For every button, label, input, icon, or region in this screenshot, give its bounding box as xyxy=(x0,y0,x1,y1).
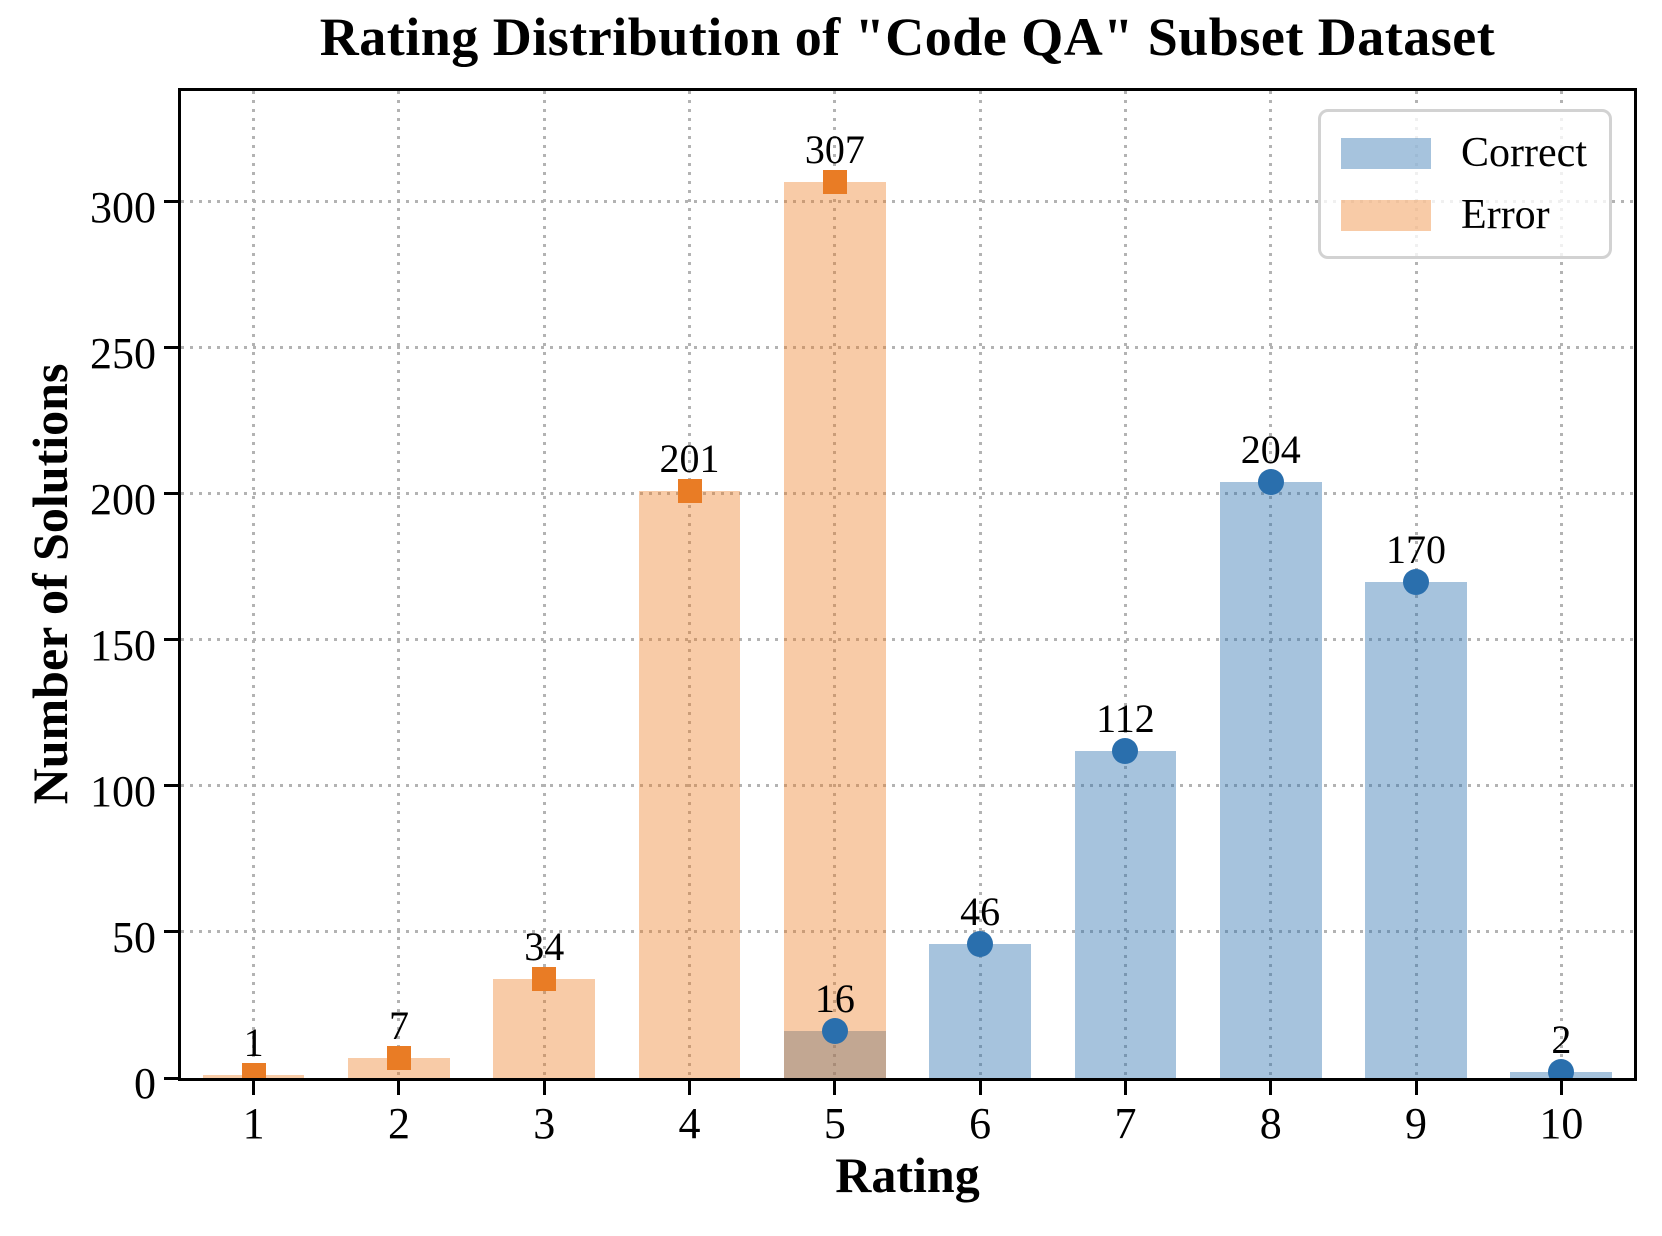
bar-correct-7 xyxy=(1074,750,1177,1078)
marker-square-error-1 xyxy=(241,1063,266,1078)
marker-circle-correct-7 xyxy=(1112,737,1139,764)
bar-correct-8 xyxy=(1219,482,1322,1078)
bar-error-5 xyxy=(783,181,886,1078)
y-tick-label-100: 100 xyxy=(90,766,156,816)
value-label-correct-7: 112 xyxy=(1096,695,1155,741)
y-tick-label-200: 200 xyxy=(90,474,156,524)
marker-square-error-5 xyxy=(822,169,847,194)
legend-label-error: Error xyxy=(1461,192,1550,238)
y-tick-label-0: 0 xyxy=(134,1059,156,1108)
gridline-vertical-1 xyxy=(252,91,256,1078)
marker-circle-correct-5 xyxy=(821,1018,848,1045)
chart-title: Rating Distribution of "Code QA" Subset … xyxy=(319,7,1496,67)
y-tick-0 xyxy=(164,1076,178,1080)
gridline-vertical-6 xyxy=(978,91,982,1078)
x-axis-label: Rating xyxy=(835,1147,980,1203)
gridline-vertical-7 xyxy=(1123,91,1127,1078)
plot-area: Correct Error 16 46 112 204 170 2 1 7 34 201 307 xyxy=(178,88,1637,1081)
x-tick-2 xyxy=(397,1081,401,1095)
gridline-horizontal-150 xyxy=(181,638,1634,642)
marker-square-error-3 xyxy=(532,966,557,991)
x-tick-label-3: 3 xyxy=(533,1099,556,1148)
x-tick-5 xyxy=(833,1081,837,1095)
value-label-error-5: 307 xyxy=(804,126,865,172)
value-label-correct-8: 204 xyxy=(1240,427,1301,473)
value-label-error-1: 1 xyxy=(243,1020,264,1066)
x-tick-8 xyxy=(1269,1081,1273,1095)
legend: Correct Error xyxy=(1318,109,1612,259)
bar-error-4 xyxy=(638,491,741,1078)
x-tick-label-2: 2 xyxy=(387,1099,410,1148)
y-tick-300 xyxy=(164,200,178,204)
y-tick-label-150: 150 xyxy=(90,620,156,670)
y-tick-label-300: 300 xyxy=(90,182,156,232)
x-tick-4 xyxy=(688,1081,692,1095)
legend-label-correct: Correct xyxy=(1461,130,1587,176)
x-tick-6 xyxy=(978,1081,982,1095)
marker-circle-correct-10 xyxy=(1548,1059,1575,1078)
gridline-vertical-4 xyxy=(688,91,692,1078)
value-label-error-4: 201 xyxy=(659,436,720,482)
gridline-horizontal-50 xyxy=(181,930,1634,934)
x-tick-label-9: 9 xyxy=(1405,1099,1428,1148)
gridline-vertical-3 xyxy=(542,91,546,1078)
x-tick-10 xyxy=(1559,1081,1563,1095)
legend-entry-correct: Correct xyxy=(1341,132,1587,174)
marker-circle-correct-6 xyxy=(967,930,994,957)
y-tick-50 xyxy=(164,930,178,934)
x-tick-label-8: 8 xyxy=(1259,1099,1282,1148)
bar-error-3 xyxy=(493,978,596,1078)
gridline-horizontal-300 xyxy=(181,200,1634,204)
legend-entry-error: Error xyxy=(1341,194,1587,236)
y-tick-200 xyxy=(164,492,178,496)
x-tick-3 xyxy=(542,1081,546,1095)
gridline-horizontal-200 xyxy=(181,492,1634,496)
y-axis-label: Number of Solutions xyxy=(22,363,78,805)
legend-swatch-correct xyxy=(1341,137,1432,169)
gridline-vertical-2 xyxy=(397,91,401,1078)
bar-correct-6 xyxy=(929,943,1031,1078)
legend-swatch-error xyxy=(1341,199,1432,231)
gridline-vertical-10 xyxy=(1559,91,1563,1078)
value-label-correct-10: 2 xyxy=(1551,1017,1572,1063)
value-label-error-3: 34 xyxy=(524,923,565,969)
value-label-correct-5: 16 xyxy=(814,976,855,1022)
gridline-vertical-5 xyxy=(833,91,837,1078)
x-tick-label-10: 10 xyxy=(1539,1099,1584,1148)
value-label-correct-6: 46 xyxy=(960,888,1001,934)
x-tick-9 xyxy=(1414,1081,1418,1095)
marker-circle-correct-8 xyxy=(1257,469,1284,496)
y-tick-150 xyxy=(164,638,178,642)
marker-square-error-2 xyxy=(386,1045,411,1070)
y-tick-label-250: 250 xyxy=(90,328,156,378)
y-tick-250 xyxy=(164,346,178,350)
gridline-horizontal-250 xyxy=(181,346,1634,350)
y-tick-100 xyxy=(164,784,178,788)
x-tick-label-5: 5 xyxy=(823,1099,846,1148)
marker-circle-correct-9 xyxy=(1403,568,1430,595)
x-tick-label-6: 6 xyxy=(969,1099,992,1148)
gridline-horizontal-100 xyxy=(181,784,1634,788)
y-tick-label-50: 50 xyxy=(112,912,156,962)
x-tick-label-4: 4 xyxy=(678,1099,701,1148)
x-tick-label-1: 1 xyxy=(242,1099,265,1148)
x-tick-7 xyxy=(1123,1081,1127,1095)
value-label-correct-9: 170 xyxy=(1386,526,1447,572)
bar-correct-9 xyxy=(1365,581,1467,1078)
x-tick-label-7: 7 xyxy=(1114,1099,1137,1148)
gridline-vertical-8 xyxy=(1269,91,1273,1078)
x-tick-1 xyxy=(252,1081,256,1095)
value-label-error-2: 7 xyxy=(388,1002,409,1048)
marker-square-error-4 xyxy=(677,479,702,504)
